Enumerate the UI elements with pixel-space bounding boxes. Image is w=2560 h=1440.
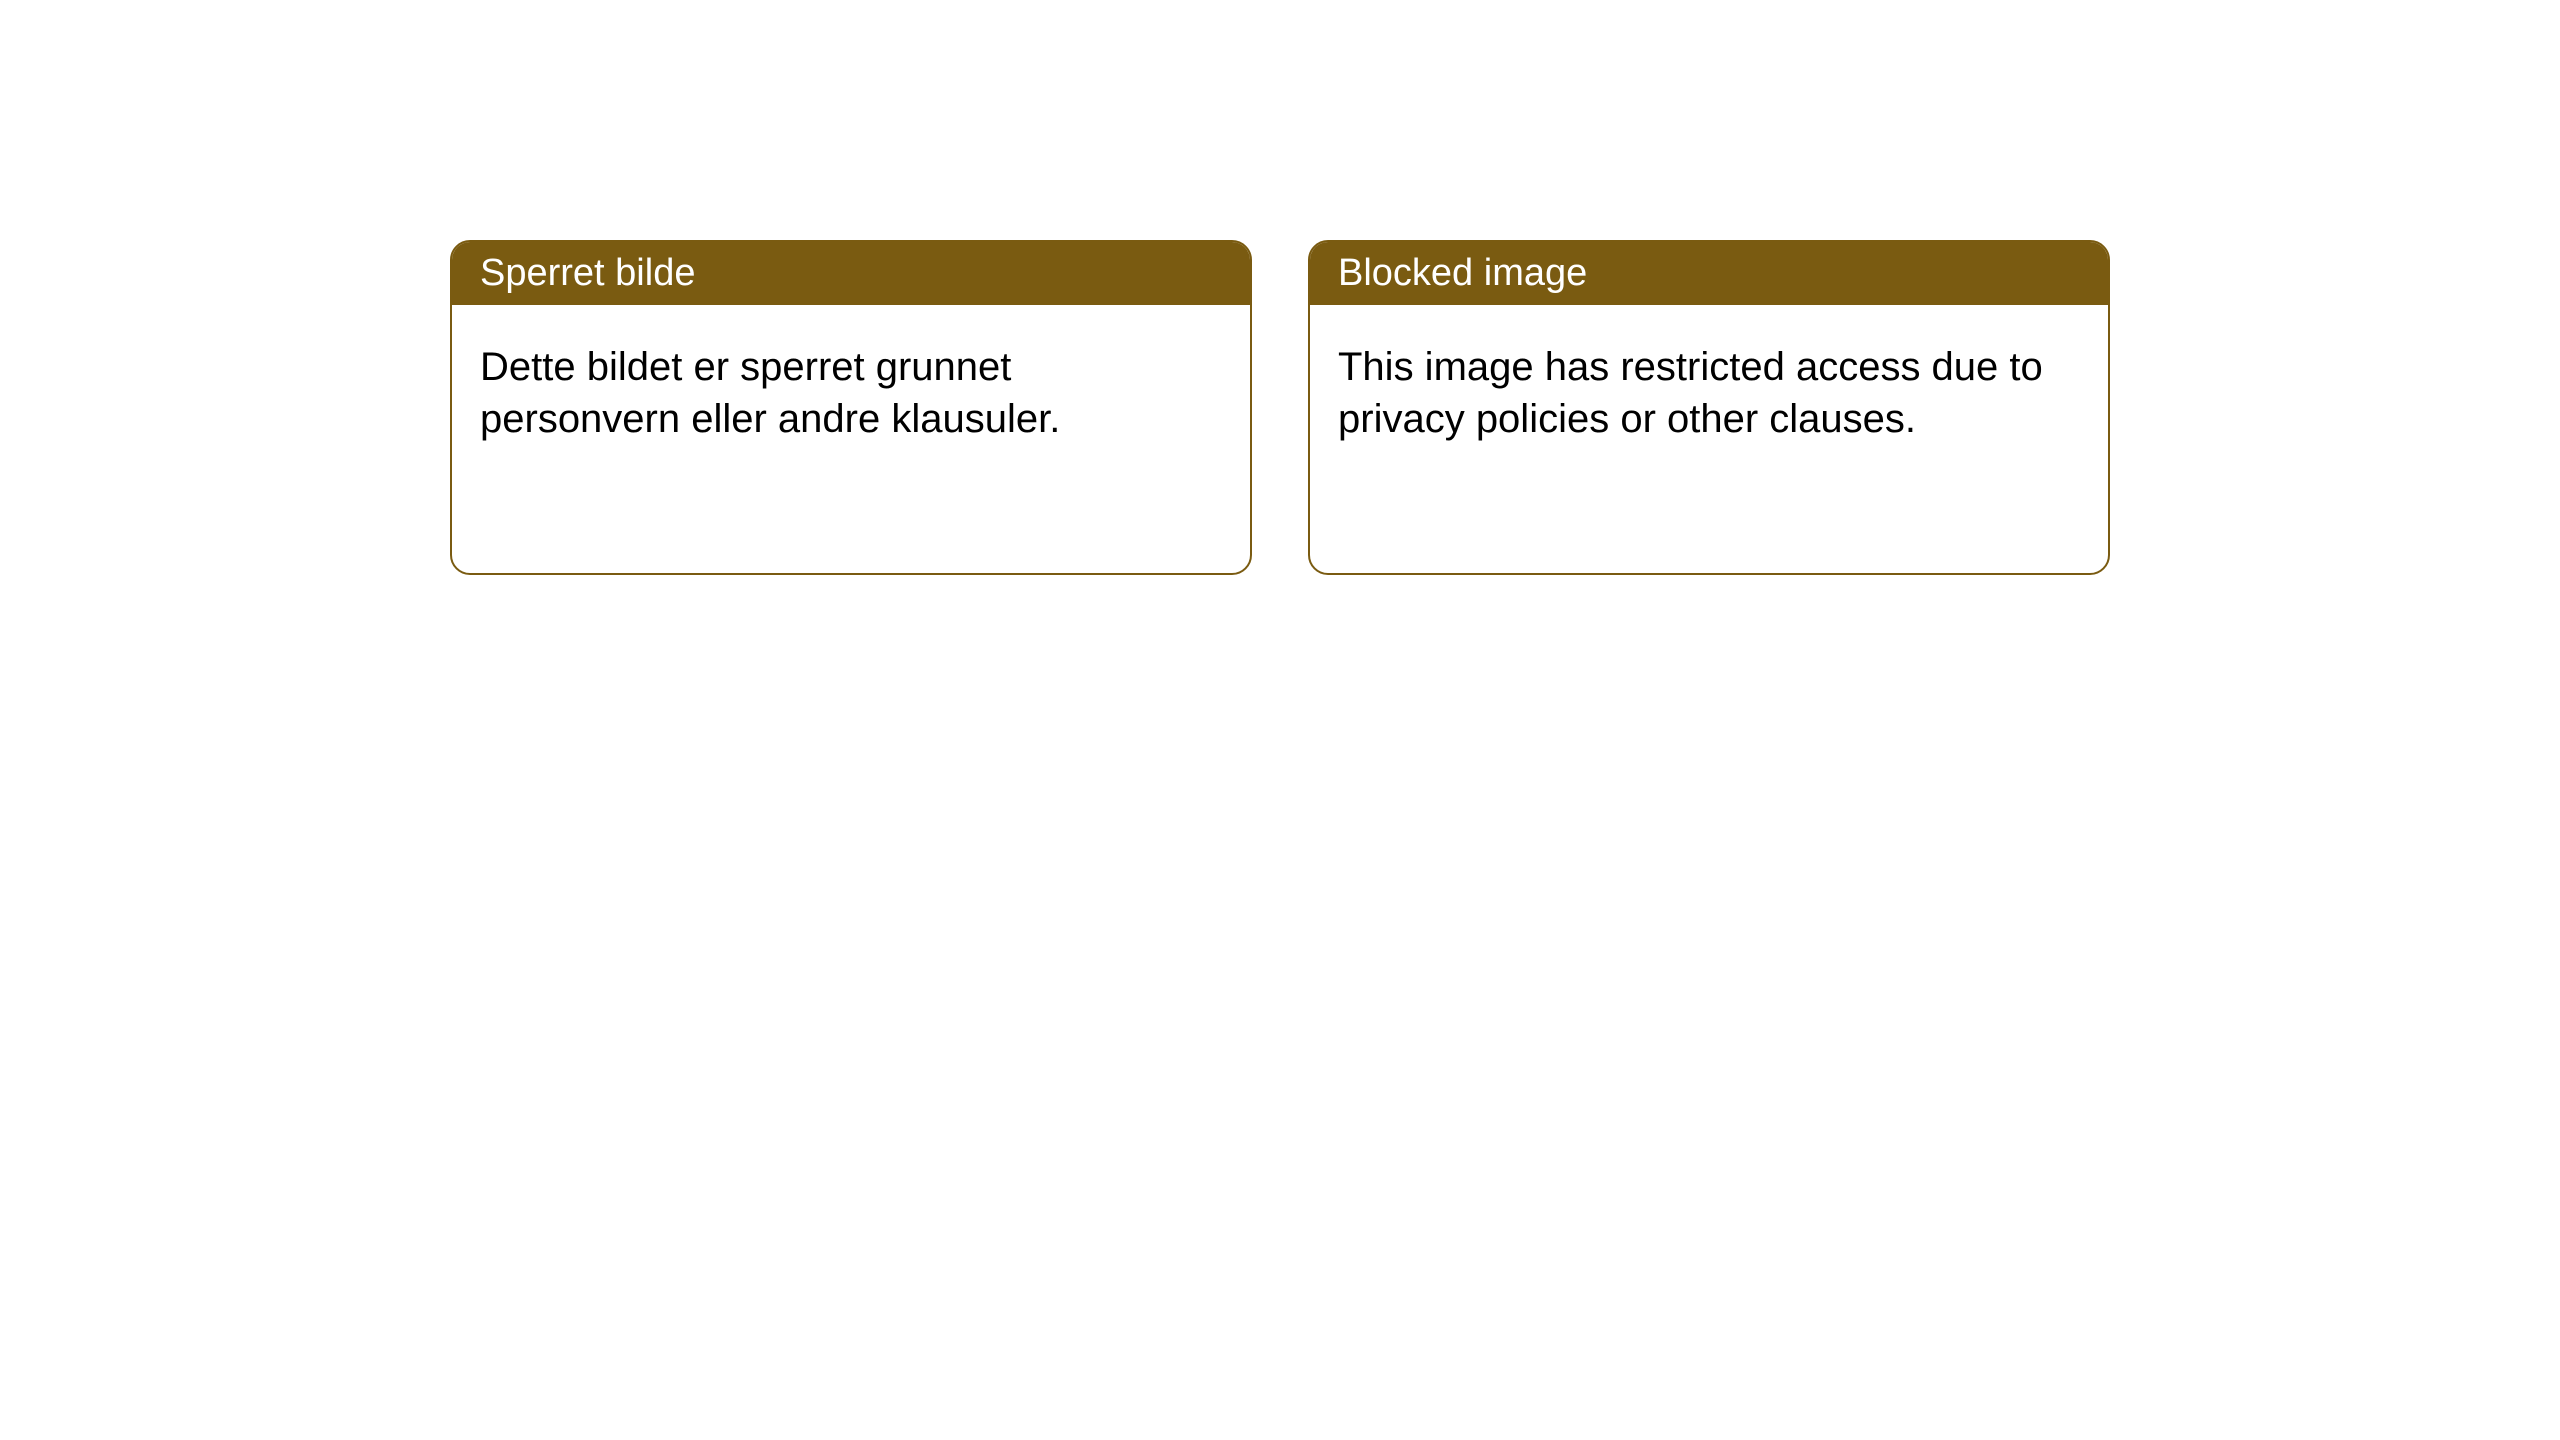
- notice-card-norwegian: Sperret bilde Dette bildet er sperret gr…: [450, 240, 1252, 575]
- card-title: Blocked image: [1338, 252, 1587, 294]
- card-header: Sperret bilde: [452, 242, 1250, 305]
- notice-card-english: Blocked image This image has restricted …: [1308, 240, 2110, 575]
- card-body-text: Dette bildet er sperret grunnet personve…: [480, 345, 1060, 441]
- card-body: Dette bildet er sperret grunnet personve…: [452, 305, 1250, 573]
- card-body-text: This image has restricted access due to …: [1338, 345, 2043, 441]
- card-title: Sperret bilde: [480, 252, 695, 294]
- card-body: This image has restricted access due to …: [1310, 305, 2108, 573]
- card-header: Blocked image: [1310, 242, 2108, 305]
- notice-cards-container: Sperret bilde Dette bildet er sperret gr…: [450, 240, 2110, 575]
